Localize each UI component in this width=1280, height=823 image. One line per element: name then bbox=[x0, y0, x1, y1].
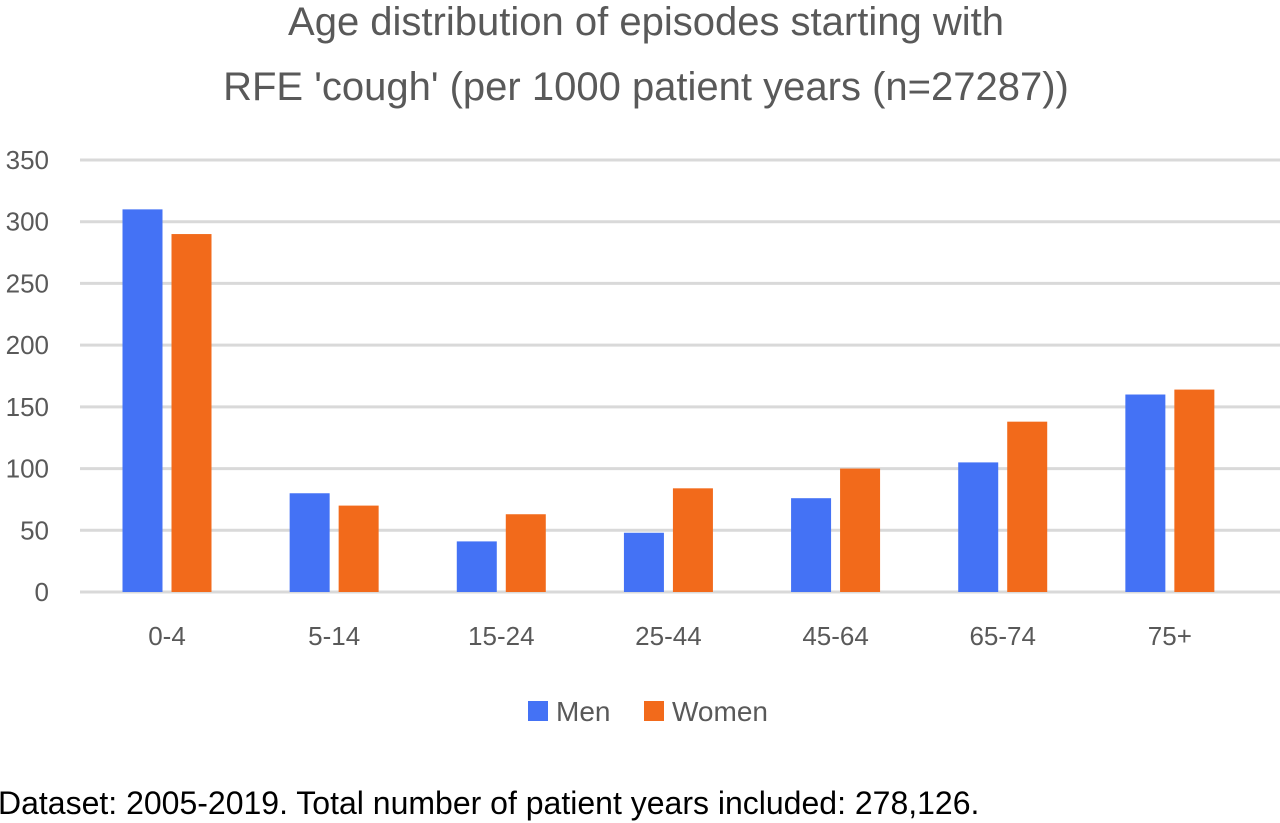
footnote: Dataset: 2005-2019. Total number of pati… bbox=[0, 785, 979, 821]
y-tick-label: 0 bbox=[35, 577, 49, 607]
bar-men-15-24 bbox=[456, 541, 497, 592]
chart-title-line-1: Age distribution of episodes starting wi… bbox=[288, 0, 1004, 44]
bar-men-0-4 bbox=[122, 209, 163, 592]
y-tick-label: 100 bbox=[6, 454, 49, 484]
bar-women-25-44 bbox=[672, 488, 713, 592]
x-tick-label: 15-24 bbox=[468, 621, 535, 651]
y-tick-label: 200 bbox=[6, 330, 49, 360]
bar-men-65-74 bbox=[958, 462, 999, 592]
y-tick-label: 50 bbox=[20, 515, 49, 545]
legend-swatch-men bbox=[528, 701, 548, 721]
chart-title-line-2: RFE 'cough' (per 1000 patient years (n=2… bbox=[223, 65, 1069, 109]
legend-label-women: Women bbox=[672, 696, 768, 727]
x-tick-label: 25-44 bbox=[635, 621, 702, 651]
x-tick-label: 5-14 bbox=[308, 621, 360, 651]
legend-label-men: Men bbox=[556, 696, 610, 727]
legend: Men Women bbox=[528, 696, 768, 727]
legend-swatch-women bbox=[644, 701, 664, 721]
y-axis-ticks: 0 50 100 150 200 250 300 350 bbox=[6, 145, 49, 607]
bar-women-75+ bbox=[1174, 389, 1215, 592]
y-tick-label: 350 bbox=[6, 145, 49, 175]
y-tick-label: 300 bbox=[6, 207, 49, 237]
x-axis-ticks: 0-4 5-14 15-24 25-44 45-64 65-74 75+ bbox=[148, 621, 1192, 651]
x-tick-label: 0-4 bbox=[148, 621, 186, 651]
bar-women-0-4 bbox=[171, 234, 212, 593]
bar-men-75+ bbox=[1125, 394, 1166, 592]
x-tick-label: 75+ bbox=[1148, 621, 1192, 651]
x-tick-label: 65-74 bbox=[969, 621, 1036, 651]
bar-men-45-64 bbox=[791, 498, 832, 592]
bar-women-15-24 bbox=[505, 514, 546, 592]
x-tick-label: 45-64 bbox=[802, 621, 869, 651]
y-tick-label: 150 bbox=[6, 392, 49, 422]
bar-women-45-64 bbox=[840, 468, 881, 592]
bar-women-65-74 bbox=[1007, 421, 1048, 592]
bar-women-5-14 bbox=[338, 505, 379, 592]
bars bbox=[122, 209, 1215, 593]
gridlines bbox=[80, 158, 1280, 594]
bar-men-25-44 bbox=[623, 532, 664, 592]
y-tick-label: 250 bbox=[6, 268, 49, 298]
chart-title: Age distribution of episodes starting wi… bbox=[223, 0, 1069, 109]
bar-men-5-14 bbox=[289, 493, 330, 592]
